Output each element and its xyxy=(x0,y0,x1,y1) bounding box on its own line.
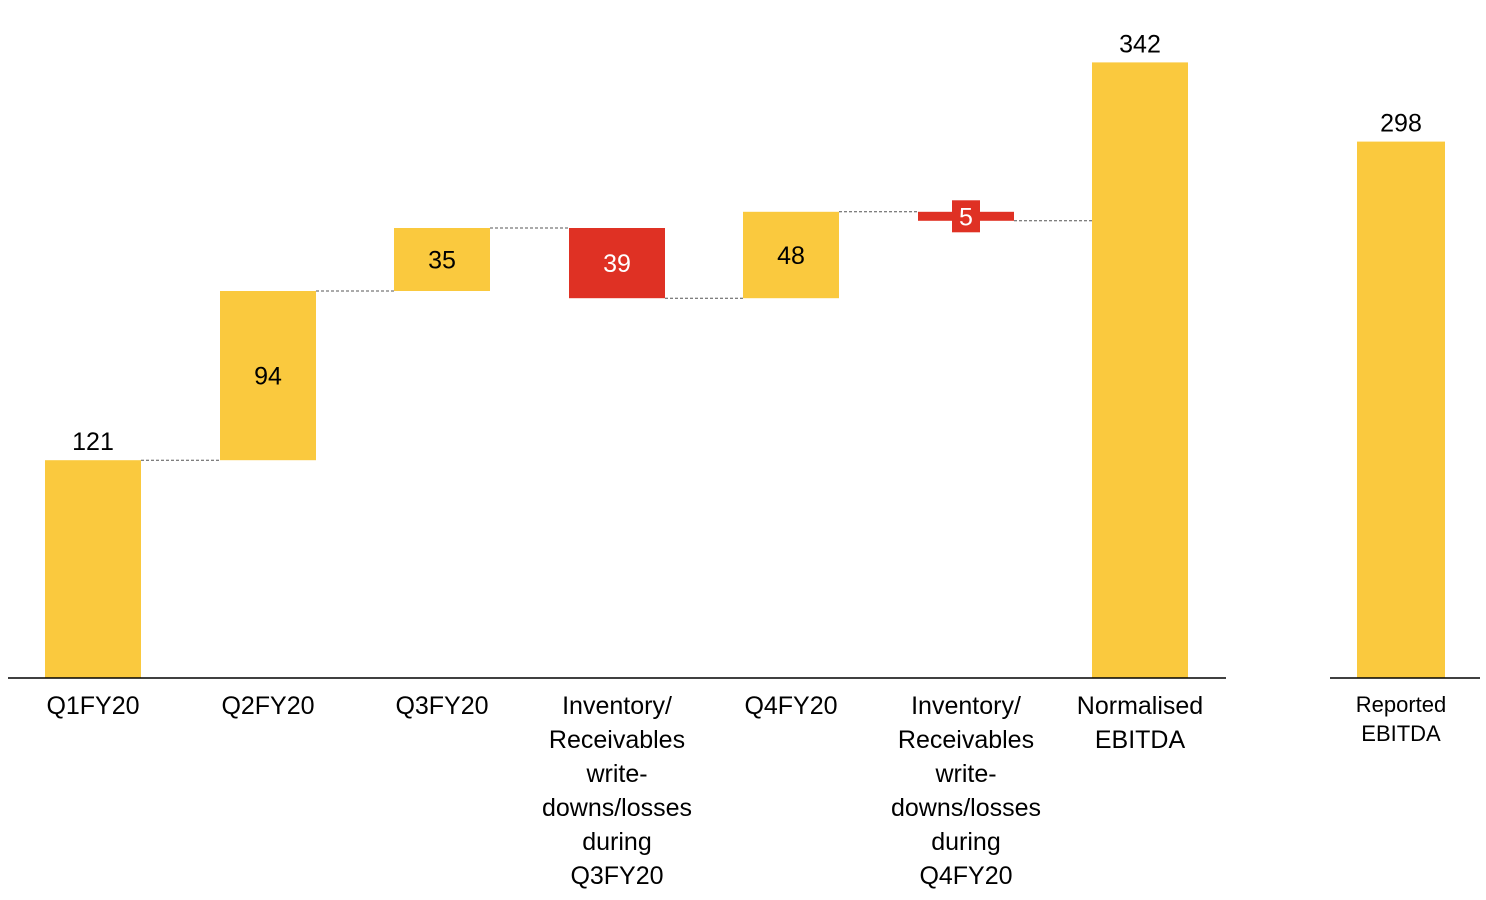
category-label-line: Inventory/ xyxy=(911,692,1021,720)
waterfall-bar-7 xyxy=(1092,62,1188,678)
data-label-7: 342 xyxy=(1119,30,1161,58)
category-label-7: Normalised EBITDA xyxy=(1077,692,1203,754)
category-label-line: Receivables xyxy=(549,726,685,754)
data-label-6: 5 xyxy=(959,203,973,231)
data-label-1: 121 xyxy=(72,428,114,456)
reported-bar-1 xyxy=(1357,141,1445,679)
connector-lines xyxy=(141,211,1092,461)
category-label-line: Reported xyxy=(1356,692,1447,717)
category-label-line: Q4FY20 xyxy=(744,692,837,720)
category-label-line: downs/losses xyxy=(891,794,1041,822)
category-label-line: downs/losses xyxy=(542,794,692,822)
category-label-5: Q4FY20 xyxy=(744,692,837,720)
category-label-line: Q2FY20 xyxy=(221,692,314,720)
category-label-line: Q4FY20 xyxy=(919,862,1012,890)
category-label-1: Q1FY20 xyxy=(46,692,139,720)
data-label-3: 35 xyxy=(428,247,456,275)
category-label-2: Q2FY20 xyxy=(221,692,314,720)
waterfall-bar-3 xyxy=(394,228,490,291)
category-label-line: Normalised xyxy=(1077,692,1203,720)
category-label-line: Q3FY20 xyxy=(570,862,663,890)
waterfall-bar-1 xyxy=(45,460,141,678)
waterfall-bar-5 xyxy=(743,211,839,299)
reported-category-label-1: Reported EBITDA xyxy=(1356,692,1447,746)
category-label-line: EBITDA xyxy=(1095,726,1186,754)
data-label-4: 39 xyxy=(603,250,631,278)
category-label-line: during xyxy=(582,828,652,856)
bars xyxy=(45,62,1445,679)
category-label-3: Q3FY20 xyxy=(395,692,488,720)
data-label-5: 48 xyxy=(777,242,805,270)
category-label-line: Q3FY20 xyxy=(395,692,488,720)
category-label-line: Q1FY20 xyxy=(46,692,139,720)
category-label-line: write- xyxy=(585,760,647,788)
category-label-line: EBITDA xyxy=(1361,721,1441,746)
category-label-line: Receivables xyxy=(898,726,1034,754)
category-label-6: Inventory/Receivables write-downs/losses d… xyxy=(891,692,1041,890)
category-label-line: write- xyxy=(934,760,996,788)
waterfall-bar-4 xyxy=(569,228,665,299)
category-label-line: Inventory/ xyxy=(562,692,672,720)
reported-data-label-1: 298 xyxy=(1380,110,1422,138)
data-label-2: 94 xyxy=(254,363,282,391)
category-label-line: during xyxy=(931,828,1001,856)
waterfall-bar-2 xyxy=(220,291,316,461)
category-label-4: Inventory/Receivables write-downs/losses d… xyxy=(542,692,692,890)
data-label-box-6 xyxy=(952,200,980,233)
